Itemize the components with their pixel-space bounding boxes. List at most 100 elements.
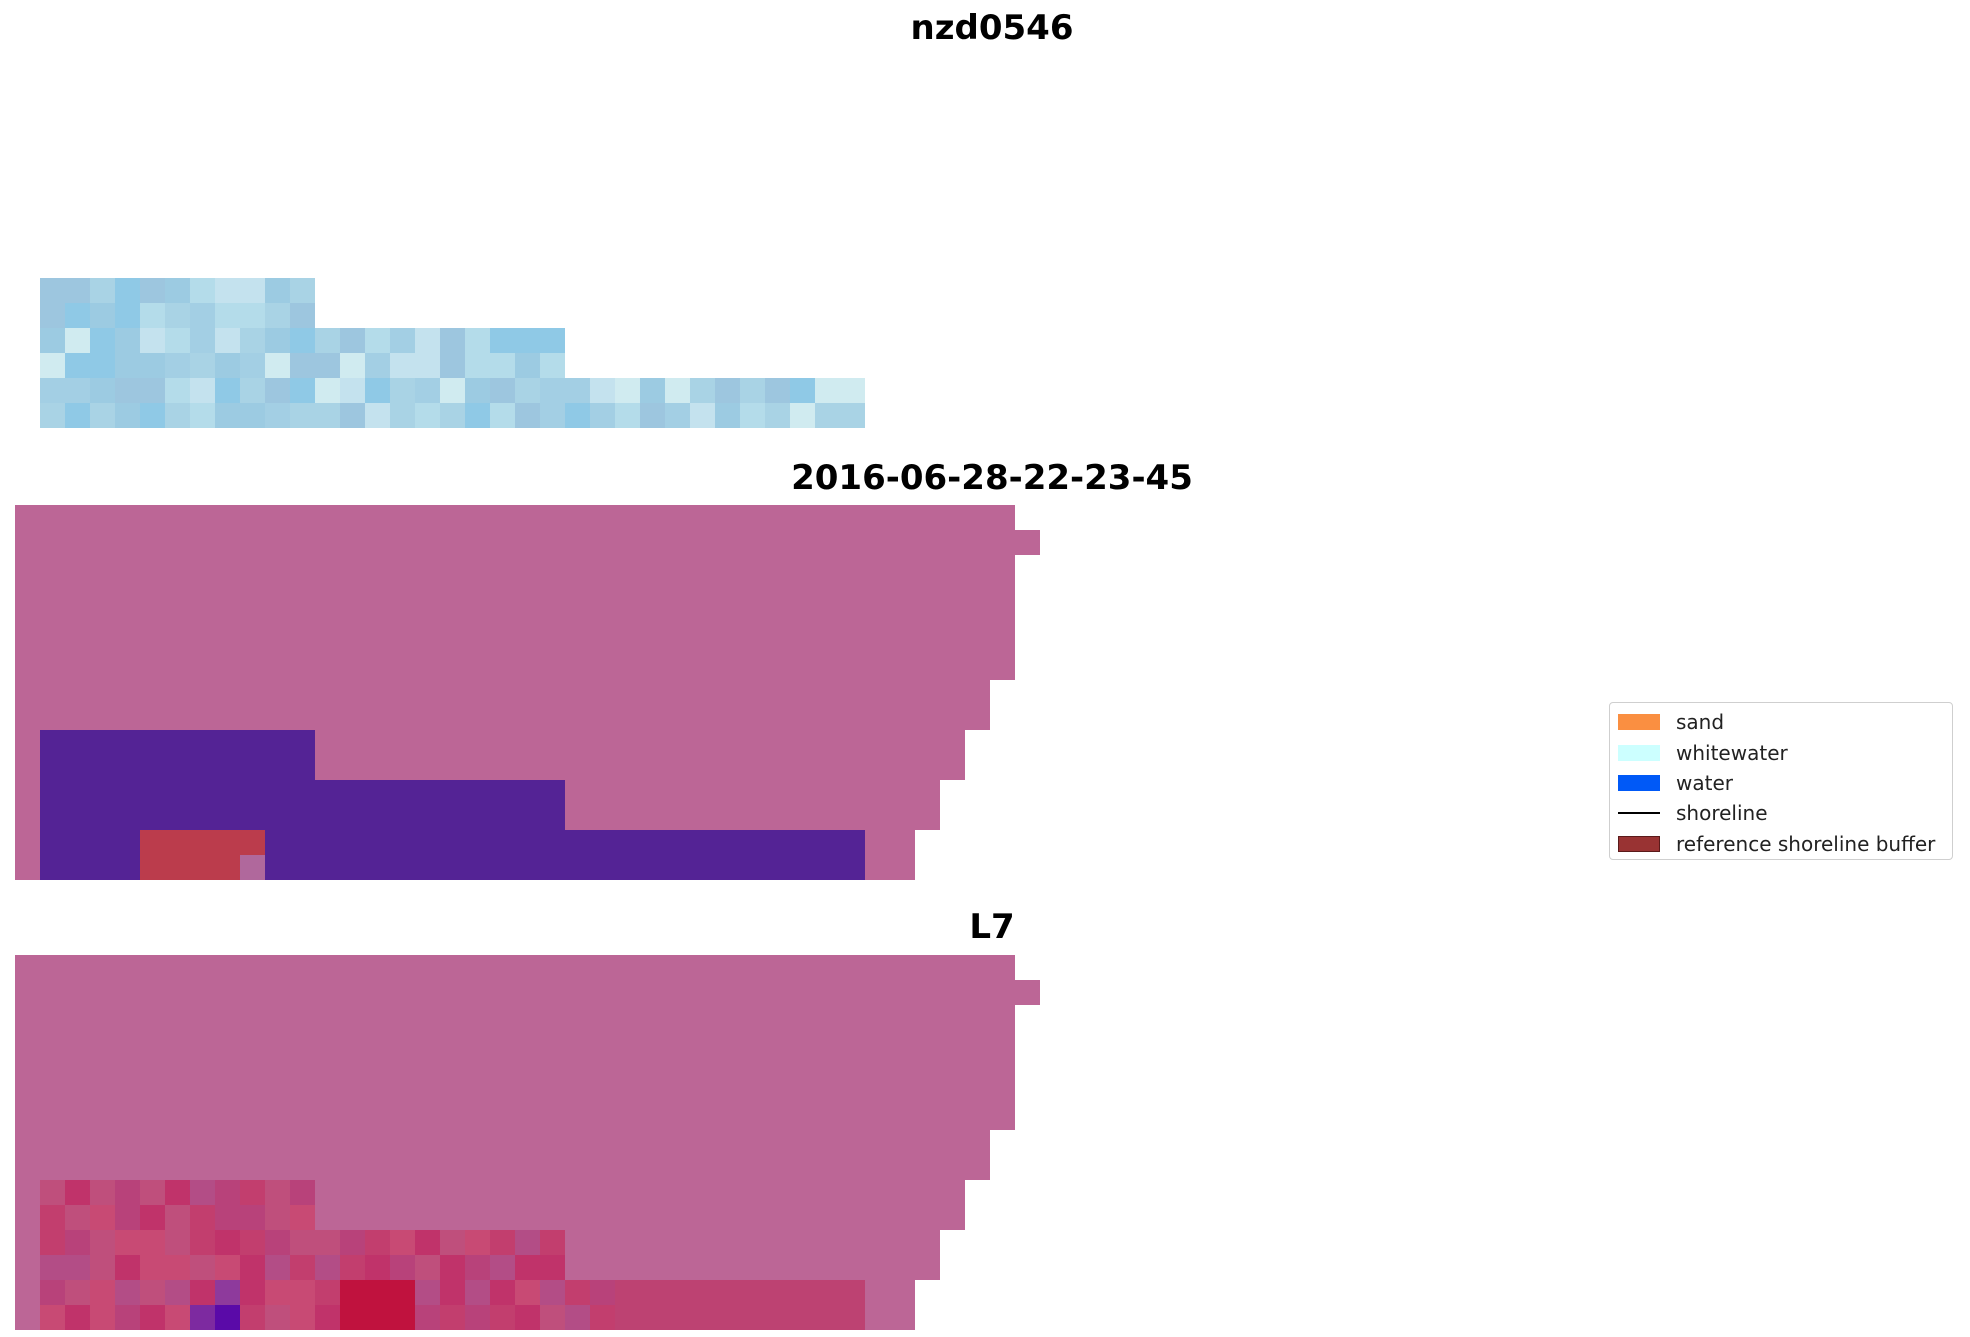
rgb-pixel <box>815 403 840 428</box>
rgb-pixel <box>615 378 640 403</box>
index-pixel <box>165 1280 190 1305</box>
rgb-pixel <box>190 278 215 303</box>
land-mask-cell <box>15 1055 1015 1080</box>
index-pixel <box>40 1305 65 1330</box>
index-pixel <box>440 1255 465 1280</box>
rgb-pixel <box>290 403 315 428</box>
index-pixel <box>290 1205 315 1230</box>
index-pixel <box>515 1305 540 1330</box>
rgb-pixel <box>240 278 265 303</box>
index-pixel <box>190 1205 215 1230</box>
rgb-pixel <box>565 378 590 403</box>
rgb-pixel <box>40 328 65 353</box>
rgb-pixel <box>65 328 90 353</box>
rgb-pixel <box>540 378 565 403</box>
rgb-pixel <box>290 278 315 303</box>
index-pixel <box>165 1255 190 1280</box>
index-pixel <box>540 1280 565 1305</box>
index-pixel <box>65 1280 90 1305</box>
legend-item-reference-buffer: reference shoreline buffer <box>1618 829 1952 859</box>
rgb-pixel <box>190 328 215 353</box>
rgb-pixel <box>340 328 365 353</box>
rgb-pixel <box>215 328 240 353</box>
index-pixel <box>165 1230 190 1255</box>
rgb-pixel <box>715 403 740 428</box>
rgb-pixel <box>140 328 165 353</box>
index-pixel <box>115 1305 140 1330</box>
rgb-pixel <box>740 403 765 428</box>
index-pixel <box>590 1280 615 1305</box>
rgb-pixel <box>165 328 190 353</box>
index-pixel <box>790 1280 815 1305</box>
rgb-pixel <box>90 403 115 428</box>
index-pixel <box>540 1305 565 1330</box>
rgb-pixel <box>315 403 340 428</box>
rgb-pixel <box>490 328 515 353</box>
index-pixel <box>240 1255 265 1280</box>
index-pixel <box>165 1205 190 1230</box>
index-pixel <box>715 1280 740 1305</box>
rgb-pixel <box>815 378 840 403</box>
index-pixel <box>640 1280 665 1305</box>
rgb-pixel <box>240 303 265 328</box>
index-pixel <box>240 1280 265 1305</box>
rgb-pixel <box>90 278 115 303</box>
index-pixel <box>140 1180 165 1205</box>
rgb-pixel <box>440 378 465 403</box>
index-pixel <box>240 1180 265 1205</box>
index-pixel <box>465 1255 490 1280</box>
index-pixel <box>440 1305 465 1330</box>
index-pixel <box>815 1305 840 1330</box>
rgb-pixel <box>265 353 290 378</box>
rgb-pixel <box>390 328 415 353</box>
mixed-pixel <box>240 855 265 880</box>
rgb-pixel <box>290 303 315 328</box>
index-pixel <box>215 1230 240 1255</box>
index-pixel <box>765 1280 790 1305</box>
index-pixel <box>365 1255 390 1280</box>
index-pixel <box>740 1280 765 1305</box>
index-pixel <box>465 1305 490 1330</box>
legend-item-shoreline: shoreline <box>1618 798 1952 828</box>
rgb-pixel <box>490 353 515 378</box>
whitewater-swatch <box>1618 744 1660 761</box>
index-pixel <box>515 1280 540 1305</box>
index-pixel <box>290 1180 315 1205</box>
index-pixel <box>240 1305 265 1330</box>
rgb-pixel <box>265 303 290 328</box>
rgb-pixel <box>440 403 465 428</box>
rgb-pixel <box>140 303 165 328</box>
rgb-pixel <box>415 353 440 378</box>
index-pixel <box>690 1305 715 1330</box>
rgb-pixel <box>215 278 240 303</box>
land-mask-cell <box>15 1080 1015 1105</box>
rgb-pixel <box>340 378 365 403</box>
rgb-pixel <box>190 378 215 403</box>
rgb-pixel <box>365 403 390 428</box>
rgb-pixel <box>640 403 665 428</box>
index-pixel <box>215 1205 240 1230</box>
index-pixel <box>115 1230 140 1255</box>
rgb-pixel <box>790 378 815 403</box>
legend-label-shoreline: shoreline <box>1676 801 1768 826</box>
legend-label-reference-buffer: reference shoreline buffer <box>1676 831 1936 856</box>
index-pixel <box>440 1280 465 1305</box>
rgb-pixel <box>165 378 190 403</box>
index-pixel <box>490 1255 515 1280</box>
index-pixel <box>465 1230 490 1255</box>
rgb-pixel <box>365 353 390 378</box>
index-pixel <box>40 1255 65 1280</box>
classification-legend: sand whitewater water shoreline referenc… <box>1609 702 1953 860</box>
rgb-pixel <box>290 328 315 353</box>
land-mask-cell <box>15 1005 1015 1030</box>
index-pixel <box>665 1305 690 1330</box>
land-mask-cell <box>15 680 990 705</box>
index-pixel <box>540 1230 565 1255</box>
index-pixel <box>340 1230 365 1255</box>
rgb-pixel <box>340 403 365 428</box>
rgb-pixel <box>540 328 565 353</box>
rgb-pixel <box>215 403 240 428</box>
rgb-pixel <box>115 353 140 378</box>
index-pixel <box>265 1205 290 1230</box>
